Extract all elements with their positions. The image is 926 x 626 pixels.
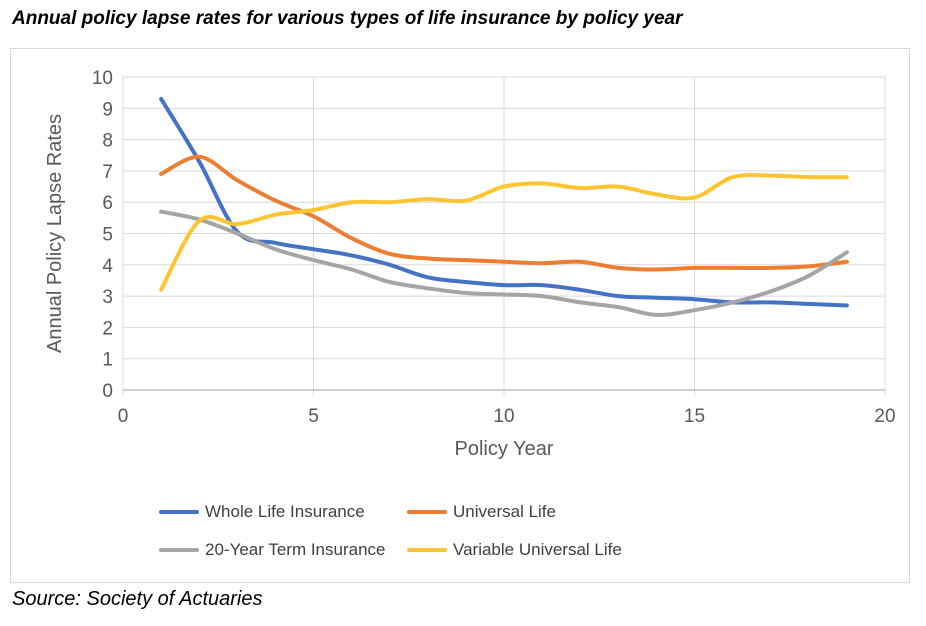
chart-title: Annual policy lapse rates for various ty…: [12, 8, 683, 29]
legend-line-swatch-gray: [159, 548, 199, 552]
legend-row-1: Whole Life Insurance Universal Life: [159, 493, 655, 531]
axes: [122, 389, 886, 395]
chart-frame: 0 1 2 3 4 5 6 7 8 9 10 0 5 10 15 20 Policy Year Annual …: [10, 48, 910, 583]
legend-row-2: 20-Year Term Insurance Variable Universa…: [159, 531, 655, 569]
source-attribution: Source: Society of Actuaries: [12, 588, 263, 610]
legend-item-universal-life: Universal Life: [407, 502, 655, 522]
series-line-variable-universal-life: [159, 173, 849, 292]
legend-label: 20-Year Term Insurance: [205, 540, 386, 559]
series-lines: [159, 96, 849, 317]
x-tick-label: 10: [493, 406, 514, 427]
x-tick-label: 0: [118, 406, 129, 427]
y-tick-label: 9: [102, 99, 113, 120]
y-tick-label: 8: [102, 131, 113, 152]
y-tick-label: 10: [92, 68, 113, 89]
x-axis-title: Policy Year: [455, 438, 554, 460]
legend: Whole Life Insurance Universal Life 20-Y…: [159, 493, 655, 569]
legend-line-swatch-orange: [407, 510, 447, 514]
gridlines: [122, 76, 886, 391]
y-tick-label: 1: [102, 350, 113, 371]
y-tick-label: 6: [102, 193, 113, 214]
series-line-universal-life: [159, 154, 849, 272]
lapse-rates-line-chart: 0 1 2 3 4 5 6 7 8 9 10 0 5 10 15 20 Policy Year Annual …: [44, 68, 896, 460]
y-tick-label: 2: [102, 318, 113, 339]
series-line-20-year-term-insurance: [159, 209, 849, 317]
y-axis-title: Annual Policy Lapse Rates: [44, 114, 66, 353]
y-tick-label: 0: [102, 381, 113, 402]
x-tick-label: 5: [308, 406, 319, 427]
legend-item-20-year-term-insurance: 20-Year Term Insurance: [159, 540, 407, 560]
legend-label: Whole Life Insurance: [205, 502, 365, 521]
x-tick-label: 20: [874, 406, 895, 427]
x-tick-label: 15: [684, 406, 705, 427]
tick-labels: 0 1 2 3 4 5 6 7 8 9 10 0 5 10 15 20: [92, 68, 896, 427]
y-tick-label: 4: [102, 256, 113, 277]
legend-item-variable-universal-life: Variable Universal Life: [407, 540, 655, 560]
y-tick-label: 3: [102, 287, 113, 308]
y-tick-label: 7: [102, 162, 113, 183]
legend-item-whole-life-insurance: Whole Life Insurance: [159, 502, 407, 522]
y-tick-label: 5: [102, 225, 113, 246]
legend-line-swatch-blue: [159, 510, 199, 514]
legend-line-swatch-yellow: [407, 548, 447, 552]
legend-label: Variable Universal Life: [453, 540, 622, 559]
legend-label: Universal Life: [453, 502, 556, 521]
